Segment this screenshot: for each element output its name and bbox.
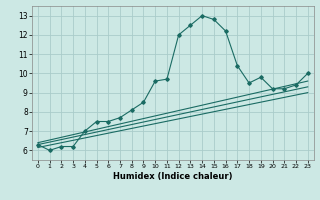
X-axis label: Humidex (Indice chaleur): Humidex (Indice chaleur) <box>113 172 233 181</box>
